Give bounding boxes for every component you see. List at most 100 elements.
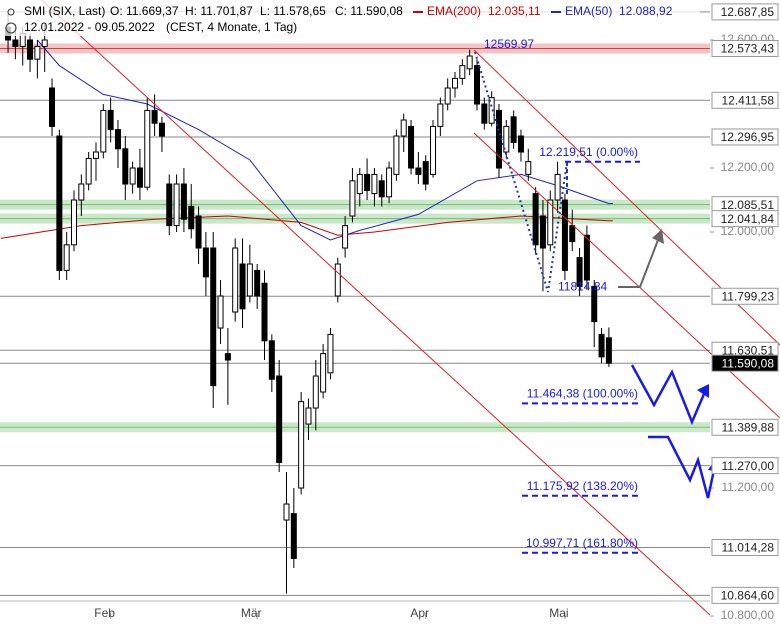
candle-body [320,353,327,393]
candle-body [539,215,546,249]
candle-body [158,122,165,137]
candle-body [276,375,283,463]
candle-body [246,263,253,297]
candle-body [598,333,605,358]
candle-body [430,125,437,175]
legend-value: 12.088,92 [619,4,673,18]
price-label-box [711,586,779,604]
candle-body [261,282,268,342]
price-label: 12.296,95 [721,130,775,144]
price-label-box [711,287,779,305]
candle-body [100,109,107,153]
candle-body [605,337,612,364]
candle-body [232,247,239,313]
candle-body [63,244,70,271]
candle-body [415,167,422,175]
y-tick-label: 12.000,00 [721,224,775,238]
candle-body [591,285,598,323]
candle-body [56,135,63,271]
price-label-box [711,418,779,436]
projection-arrow [618,239,659,288]
candle-body [371,173,378,195]
trend-line [40,0,711,616]
candle-body [27,39,34,60]
candle-body [210,247,217,387]
header: SMI (SIX, Last) O: 11.669,37 H: 11.701,8… [0,0,700,36]
open: O: 11.669,37 [110,4,179,18]
low: L: 11.578,65 [260,4,326,18]
x-tick-label: Mär [241,606,262,620]
candle-body [334,263,341,297]
price-label: 11.630,51 [722,343,775,357]
candle-body [503,125,510,153]
price-label: 12.573,43 [721,42,775,56]
candle-body [408,125,415,169]
y-tick-label: 11.200,00 [722,480,775,494]
candle-body [298,401,305,489]
arrow-head [652,229,664,244]
candle-body [224,353,231,361]
date-range: 12.01.2022 - 09.05.2022 [24,20,155,34]
price-label-box [711,3,779,21]
fib-label: 11.464,38 (100.00%) [527,387,638,401]
projection-arrow [630,364,706,426]
candle-body [12,39,19,47]
candle-body [122,148,129,185]
candle-body [386,167,393,198]
price-annotation: 11814.84 [558,279,607,293]
projection-arrow [648,435,716,499]
candle-body [71,199,78,246]
candle-body [437,103,444,127]
ema-line [37,39,610,241]
candle-body [312,375,319,409]
y-tick-label: 12.200,00 [721,160,775,174]
background-layer: 12.600,0012.200,0012.000,0011.200,0010.8… [0,11,775,622]
price-label-box [711,128,779,146]
candle-body [49,87,56,127]
candle-body [364,173,371,191]
header-bg [0,0,700,36]
price-label-box [711,210,779,228]
candle-body [525,161,532,175]
candle-body [34,45,41,60]
candle-body [85,157,92,185]
price-label-box [711,40,779,58]
legend-label: EMA(200) [427,4,481,18]
icon [7,8,15,16]
candle-body [356,173,363,195]
price-label: 12.085,51 [721,198,775,212]
plot-layer [0,11,613,594]
drawings [40,0,780,616]
candle-body [510,116,517,143]
candle-body [532,193,539,246]
candle-body [180,183,187,220]
high: H: 11.701,87 [185,4,253,18]
candle-body [400,119,407,137]
legend-value: 12.035,11 [488,4,541,18]
clock-icon [5,22,17,34]
price-label-box [711,354,779,372]
price-label: 12.411,58 [722,93,775,107]
candle-body [576,257,583,287]
label-layer: 12.687,85 12.573,43 12.411,58 12.296,95 12.0… [484,3,779,604]
candle-body [378,180,385,198]
candle-body [305,407,312,425]
candle-body [107,109,114,131]
price-label: 10.864,60 [721,589,775,603]
candle-body [129,167,136,185]
x-tick-label: Feb [94,606,115,620]
candle-body [459,65,466,79]
candle-body [41,39,48,47]
candle-body [92,151,99,159]
candle-body [290,513,297,559]
candle-body [195,215,202,249]
candle-body [254,269,261,297]
price-label-box [711,538,779,556]
candle-body [583,234,590,281]
price-label: 11.590,08 [722,356,775,370]
candle-body [349,180,356,217]
candle-body [561,199,568,271]
x-tick-label: Apr [410,606,429,620]
candle-body [188,205,195,230]
